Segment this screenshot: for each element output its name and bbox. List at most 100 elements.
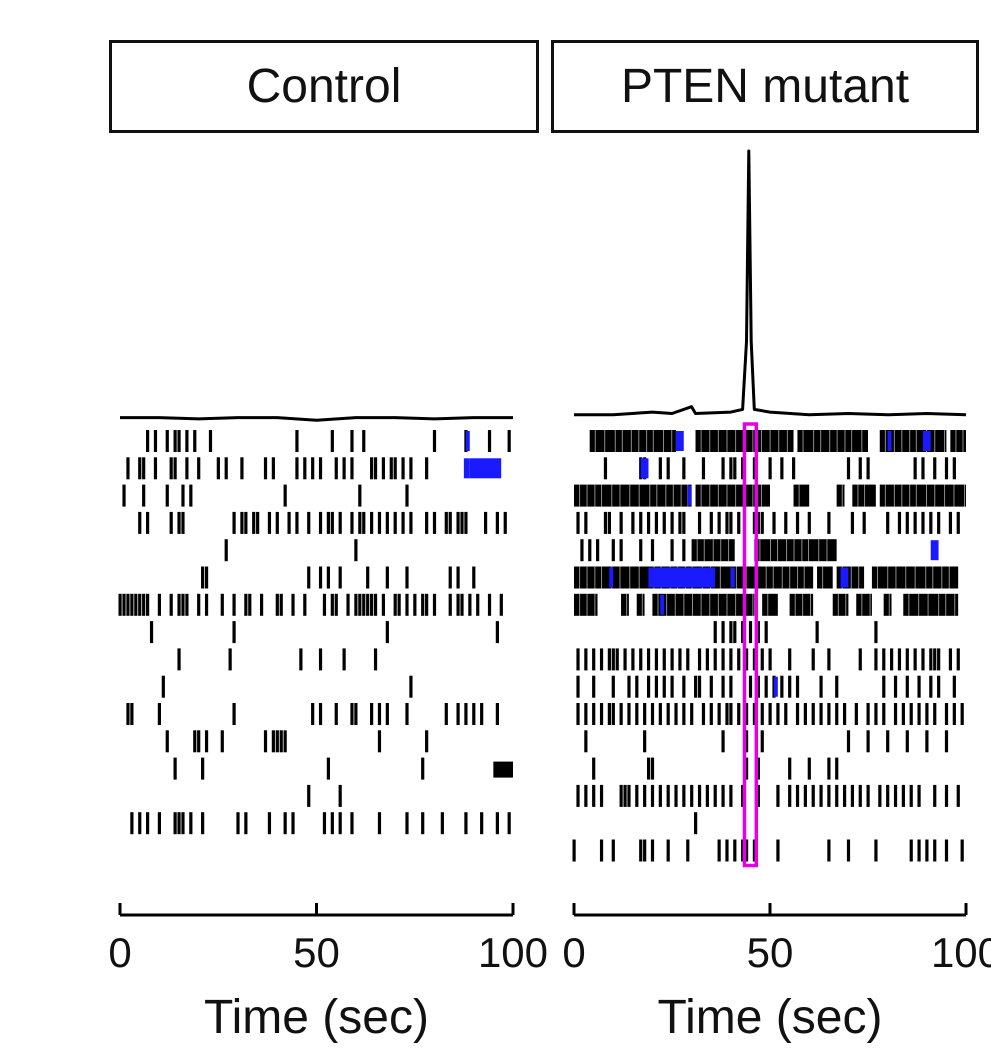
spike-mark [725, 839, 729, 862]
spike-mark [619, 539, 623, 562]
spike-mark [338, 511, 342, 534]
raster-row [138, 511, 507, 534]
spike-mark [811, 703, 815, 725]
spike-mark [346, 593, 350, 616]
spike-mark [917, 784, 921, 807]
spike-mark [933, 839, 937, 862]
spike-mark [744, 757, 749, 780]
raster-panel-pten-mutant: 0 50 100 Time (sec) [562, 149, 991, 1044]
spike-gap [954, 593, 956, 616]
spike-mark [464, 703, 468, 725]
spike-mark [874, 648, 878, 671]
spike-mark [322, 812, 327, 835]
spike-mark [584, 730, 588, 753]
spike-mark [311, 703, 315, 725]
spike-mark [666, 703, 670, 725]
spike-mark [768, 703, 772, 725]
raster-row [694, 812, 698, 835]
spike-mark [623, 784, 627, 807]
spike-mark [646, 675, 651, 698]
spike-mark [721, 784, 725, 807]
spike-mark [835, 675, 839, 698]
spike-mark [142, 457, 146, 480]
spike-mark [342, 648, 346, 671]
spike-gap [594, 430, 596, 452]
spike-mark [937, 511, 941, 534]
spike-mark [764, 675, 768, 698]
spike-mark [713, 784, 717, 807]
spike-mark [627, 784, 631, 807]
spike-mark [142, 484, 146, 507]
spike-mark [635, 784, 639, 807]
spike-mark [811, 648, 815, 671]
spike-mark [279, 730, 283, 753]
spike-mark [350, 511, 354, 534]
raster-row [161, 675, 413, 698]
spike-mark [181, 593, 185, 616]
spike-mark [890, 648, 894, 671]
raster-row [146, 430, 511, 452]
spike-mark [421, 757, 425, 780]
spike-mark [181, 511, 185, 534]
spike-mark [161, 675, 165, 698]
raster-row [574, 484, 966, 507]
spike-mark [472, 703, 476, 725]
spike-gap [864, 484, 866, 507]
spike-mark [232, 703, 236, 725]
spike-mark [599, 648, 604, 671]
spike-mark [827, 703, 831, 725]
spike-gap [717, 593, 719, 616]
spike-gap [760, 430, 762, 452]
spike-gap [822, 566, 824, 589]
spike-mark [893, 784, 898, 807]
spike-mark [299, 648, 303, 671]
spike-mark [599, 839, 604, 862]
spike-mark [165, 484, 169, 507]
spike-mark [142, 593, 146, 616]
spike-gap [719, 566, 721, 589]
spike-mark [862, 511, 866, 534]
spike-mark [835, 757, 839, 780]
spike-mark [905, 730, 909, 753]
spike-mark [643, 784, 647, 807]
spike-gap [657, 593, 659, 616]
spike-mark [499, 593, 503, 616]
spike-gap [586, 593, 588, 616]
spike-mark [165, 730, 169, 753]
spike-mark [358, 511, 362, 534]
spike-mark [835, 703, 839, 725]
spike-mark [635, 675, 639, 698]
spike-gap [638, 430, 640, 452]
spike-mark [377, 511, 382, 534]
spike-mark [768, 648, 772, 671]
spike-mark [760, 648, 764, 671]
spike-mark [603, 457, 608, 480]
spike-gap [735, 484, 737, 507]
raster-row [713, 621, 878, 644]
spike-mark [599, 703, 604, 725]
spike-mark [138, 457, 142, 480]
spike-mark [503, 511, 507, 534]
spike-mark [283, 484, 287, 507]
spike-mark [694, 675, 698, 698]
spike-mark [224, 457, 228, 480]
spike-mark [811, 784, 815, 807]
spike-mark [611, 648, 615, 671]
spike-mark [729, 511, 733, 534]
burst-mark [675, 431, 684, 451]
spike-mark [662, 648, 666, 671]
spike-mark [385, 621, 389, 644]
spike-mark [122, 484, 126, 507]
spike-mark [866, 703, 870, 725]
burst-mark [773, 676, 778, 697]
spike-mark [827, 839, 831, 862]
spike-mark [960, 703, 964, 725]
spike-gap [857, 484, 859, 507]
raster-row [576, 511, 960, 534]
spike-mark [240, 511, 244, 534]
spike-mark [874, 839, 878, 862]
spike-mark [866, 784, 870, 807]
spike-mark [815, 621, 819, 644]
spike-mark [169, 593, 173, 616]
